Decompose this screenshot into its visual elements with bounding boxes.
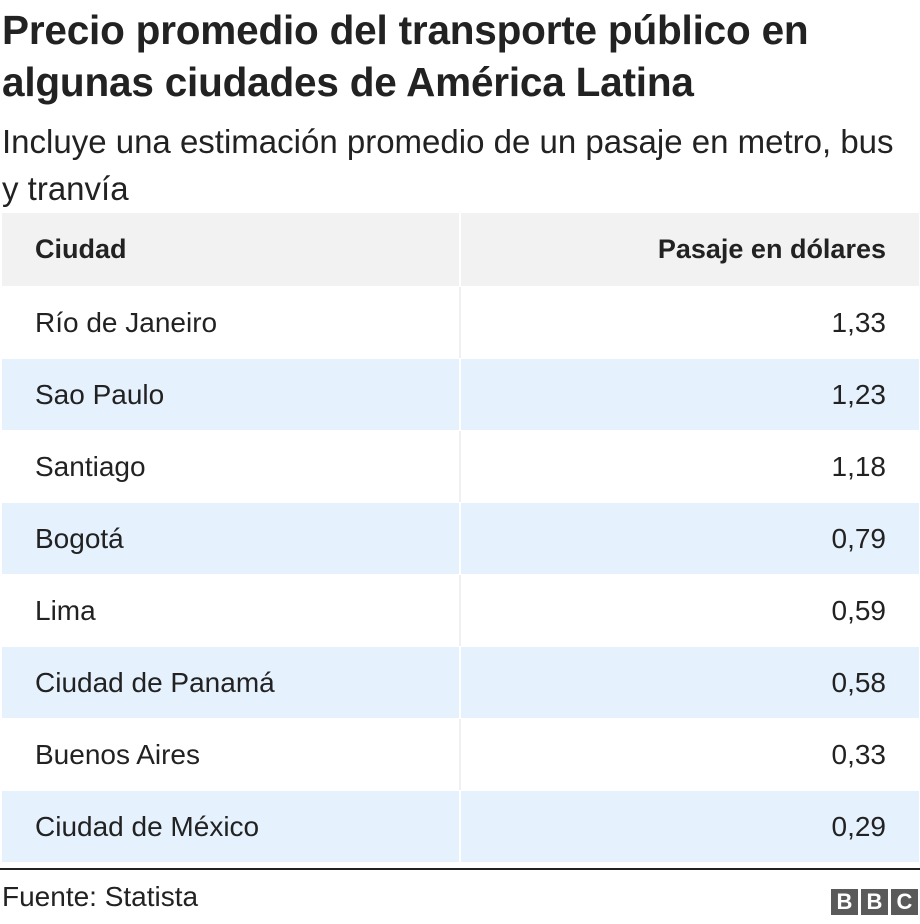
column-header-fare: Pasaje en dólares [657, 234, 886, 264]
table-row: Río de Janeiro 1,33 [2, 287, 919, 359]
fare-cell: 0,29 [831, 810, 887, 842]
fare-cell: 1,18 [831, 450, 887, 482]
fare-cell: 0,58 [831, 666, 887, 698]
fare-cell: 0,33 [831, 738, 887, 770]
bbc-logo: B B C [831, 889, 918, 915]
fare-cell: 1,33 [831, 306, 887, 338]
bbc-logo-letter-b1: B [831, 889, 858, 915]
city-cell: Santiago [2, 431, 461, 502]
bbc-logo-letter-c: C [891, 889, 918, 915]
bbc-logo-letter-b2: B [861, 889, 888, 915]
fare-cell: 0,79 [831, 522, 887, 554]
city-cell: Buenos Aires [2, 719, 461, 790]
chart-title: Precio promedio del transporte público e… [2, 7, 809, 105]
chart-subtitle: Incluye una estimación promedio de un pa… [2, 123, 894, 207]
city-cell: Lima [2, 575, 461, 646]
table-body: Río de Janeiro 1,33 Sao Paulo 1,23 Santiago 1… [2, 287, 919, 863]
footer-rule [0, 868, 920, 870]
fare-cell: 0,59 [831, 594, 887, 626]
table-header-row: Ciudad Pasaje en dólares [2, 213, 919, 287]
price-table: Ciudad Pasaje en dólares Río de Janeiro 1… [2, 213, 919, 863]
city-cell: Ciudad de México [2, 791, 461, 862]
table-row: Buenos Aires 0,33 [2, 719, 919, 791]
city-cell: Río de Janeiro [2, 287, 461, 358]
city-cell: Sao Paulo [2, 359, 461, 430]
table-row: Ciudad de México 0,29 [2, 791, 919, 863]
column-header-city: Ciudad [2, 213, 461, 286]
city-cell: Bogotá [2, 503, 461, 574]
city-cell: Ciudad de Panamá [2, 647, 461, 718]
table-row: Bogotá 0,79 [2, 503, 919, 575]
table-row: Lima 0,59 [2, 575, 919, 647]
table-row: Ciudad de Panamá 0,58 [2, 647, 919, 719]
fare-cell: 1,23 [831, 378, 887, 410]
table-row: Santiago 1,18 [2, 431, 919, 503]
source-note: Fuente: Statista [2, 881, 199, 912]
table-row: Sao Paulo 1,23 [2, 359, 919, 431]
